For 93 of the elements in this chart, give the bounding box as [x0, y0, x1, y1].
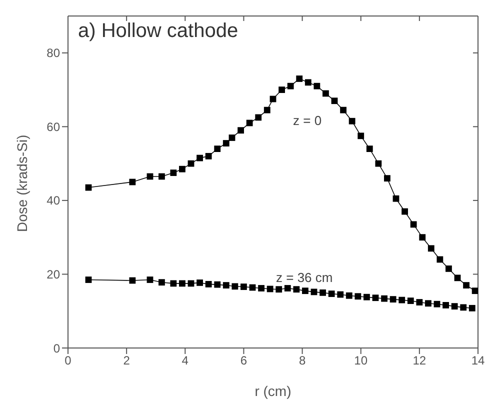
point — [410, 221, 417, 228]
point — [348, 118, 356, 124]
point — [354, 293, 362, 300]
point — [129, 277, 136, 284]
point — [407, 298, 414, 304]
point — [320, 289, 326, 296]
point — [188, 280, 194, 287]
point — [310, 288, 318, 296]
point — [398, 296, 406, 304]
point — [375, 160, 382, 167]
point — [358, 132, 364, 140]
annotation: z = 36 cm — [276, 270, 333, 285]
point — [158, 279, 165, 286]
point — [454, 274, 461, 282]
x-tick-label: 2 — [123, 354, 130, 368]
point — [214, 146, 221, 152]
point — [436, 256, 444, 263]
point — [425, 300, 432, 307]
x-tick-label: 10 — [354, 354, 368, 368]
point — [214, 281, 221, 288]
point — [188, 160, 194, 167]
point — [255, 114, 262, 121]
x-tick-label: 8 — [298, 354, 306, 368]
point — [222, 140, 230, 146]
y-axis-title: Dose (krads-Si) — [14, 134, 30, 232]
point — [346, 292, 352, 299]
point — [179, 166, 186, 172]
point — [402, 208, 408, 215]
chart-title: a) Hollow cathode — [78, 20, 238, 43]
point — [419, 234, 426, 241]
annotation: z = 0 — [293, 113, 322, 128]
point — [304, 79, 312, 86]
y-tick-label: 0 — [53, 341, 60, 356]
point — [337, 291, 344, 298]
point — [170, 280, 177, 287]
point — [460, 304, 467, 311]
point — [264, 106, 270, 114]
point — [278, 86, 285, 93]
y-tick-label: 40 — [46, 194, 60, 208]
y-tick-label: 20 — [46, 267, 60, 282]
point — [296, 76, 303, 82]
point — [196, 280, 203, 286]
point — [287, 82, 294, 90]
point — [366, 146, 373, 152]
point — [416, 299, 423, 306]
point — [446, 265, 452, 272]
point — [442, 302, 449, 308]
point — [238, 127, 244, 134]
point — [276, 286, 282, 293]
point — [390, 296, 396, 303]
x-tick-label: 4 — [182, 354, 189, 368]
point — [331, 98, 338, 104]
point — [463, 282, 470, 288]
x-tick-label: 6 — [240, 354, 248, 368]
point — [266, 286, 274, 292]
point — [232, 283, 238, 290]
point — [146, 276, 154, 283]
point — [158, 173, 165, 180]
point — [468, 304, 476, 312]
point — [392, 195, 400, 202]
point — [85, 276, 92, 283]
point — [205, 280, 212, 288]
point — [129, 178, 136, 186]
point — [434, 300, 440, 308]
point — [364, 294, 370, 300]
point — [293, 286, 300, 293]
point — [428, 245, 434, 252]
point — [381, 295, 388, 302]
point — [246, 120, 253, 126]
point — [472, 288, 478, 294]
point — [222, 282, 230, 288]
x-tick-label: 14 — [471, 354, 485, 368]
point — [384, 175, 390, 182]
point — [196, 154, 203, 162]
point — [240, 284, 247, 290]
point — [205, 152, 212, 160]
point — [328, 290, 335, 297]
x-tick-label: 0 — [64, 354, 72, 368]
point — [314, 82, 320, 90]
y-tick-label: 80 — [46, 46, 60, 60]
point — [228, 134, 236, 141]
point — [170, 170, 177, 176]
point — [284, 285, 291, 292]
point — [322, 90, 329, 97]
x-axis-title: r (cm) — [254, 383, 292, 399]
y-tick-label: 60 — [46, 120, 60, 134]
x-tick-label: 12 — [412, 354, 426, 368]
point — [340, 106, 346, 114]
point — [372, 294, 379, 302]
point — [179, 280, 186, 287]
point — [451, 303, 458, 310]
point — [258, 285, 264, 292]
point — [302, 288, 308, 294]
